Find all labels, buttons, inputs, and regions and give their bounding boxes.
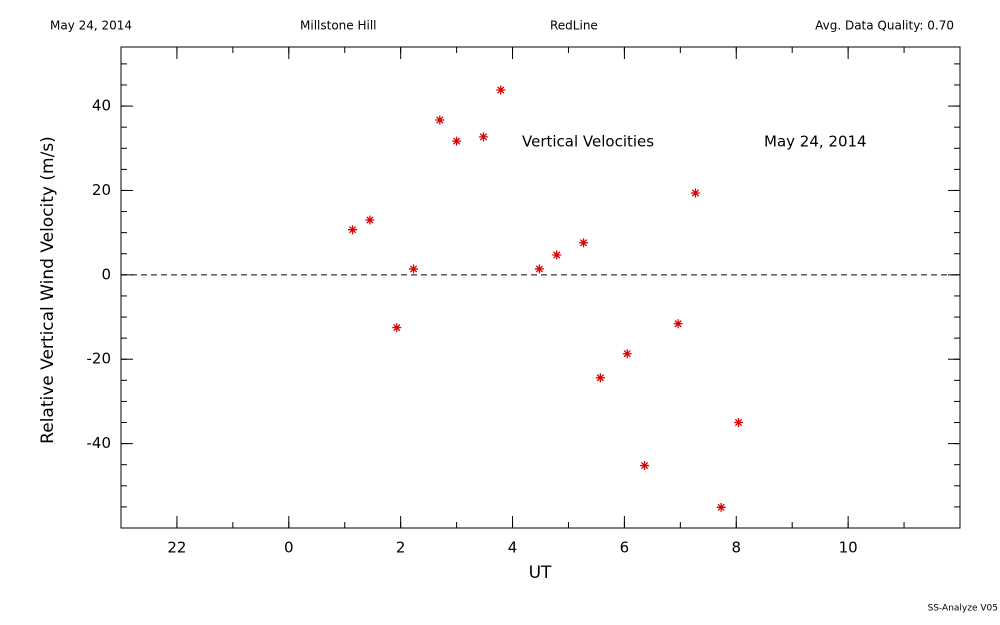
point (552, 250, 562, 260)
x-tick-label: 22 (167, 539, 186, 557)
x-axis-label: UT (529, 563, 552, 583)
point (435, 115, 445, 125)
point (716, 502, 726, 512)
point (734, 418, 744, 428)
header-line: RedLine (550, 19, 598, 33)
plot-frame (120, 46, 961, 529)
x-tick-label: 2 (396, 539, 406, 557)
header-date: May 24, 2014 (50, 19, 132, 33)
x-tick-label: 4 (508, 539, 518, 557)
y-tick-label: -20 (87, 350, 112, 368)
header-site: Millstone Hill (300, 19, 376, 33)
y-axis-label: Relative Vertical Wind Velocity (m/s) (38, 136, 58, 444)
point (478, 132, 488, 142)
point (409, 264, 419, 274)
point (348, 225, 358, 235)
x-tick-label: 8 (731, 539, 741, 557)
point (690, 188, 700, 198)
y-tick-label: 20 (92, 181, 111, 199)
x-tick-label: 6 (620, 539, 630, 557)
point (534, 264, 544, 274)
point (365, 215, 375, 225)
point (622, 349, 632, 359)
y-tick-label: -40 (87, 434, 112, 452)
point (673, 319, 683, 329)
header-quality: Avg. Data Quality: 0.70 (815, 19, 954, 33)
annotation: May 24, 2014 (764, 133, 867, 151)
point (452, 136, 462, 146)
footer: SS-Analyze V05 (928, 604, 998, 614)
point (640, 461, 650, 471)
annotation: Vertical Velocities (522, 133, 654, 151)
point (392, 323, 402, 333)
x-tick-label: 10 (839, 539, 858, 557)
y-tick-label: 0 (101, 265, 111, 283)
x-tick-label: 0 (284, 539, 294, 557)
point (595, 373, 605, 383)
y-tick-label: 40 (92, 97, 111, 115)
point (496, 85, 506, 95)
point (579, 238, 589, 248)
